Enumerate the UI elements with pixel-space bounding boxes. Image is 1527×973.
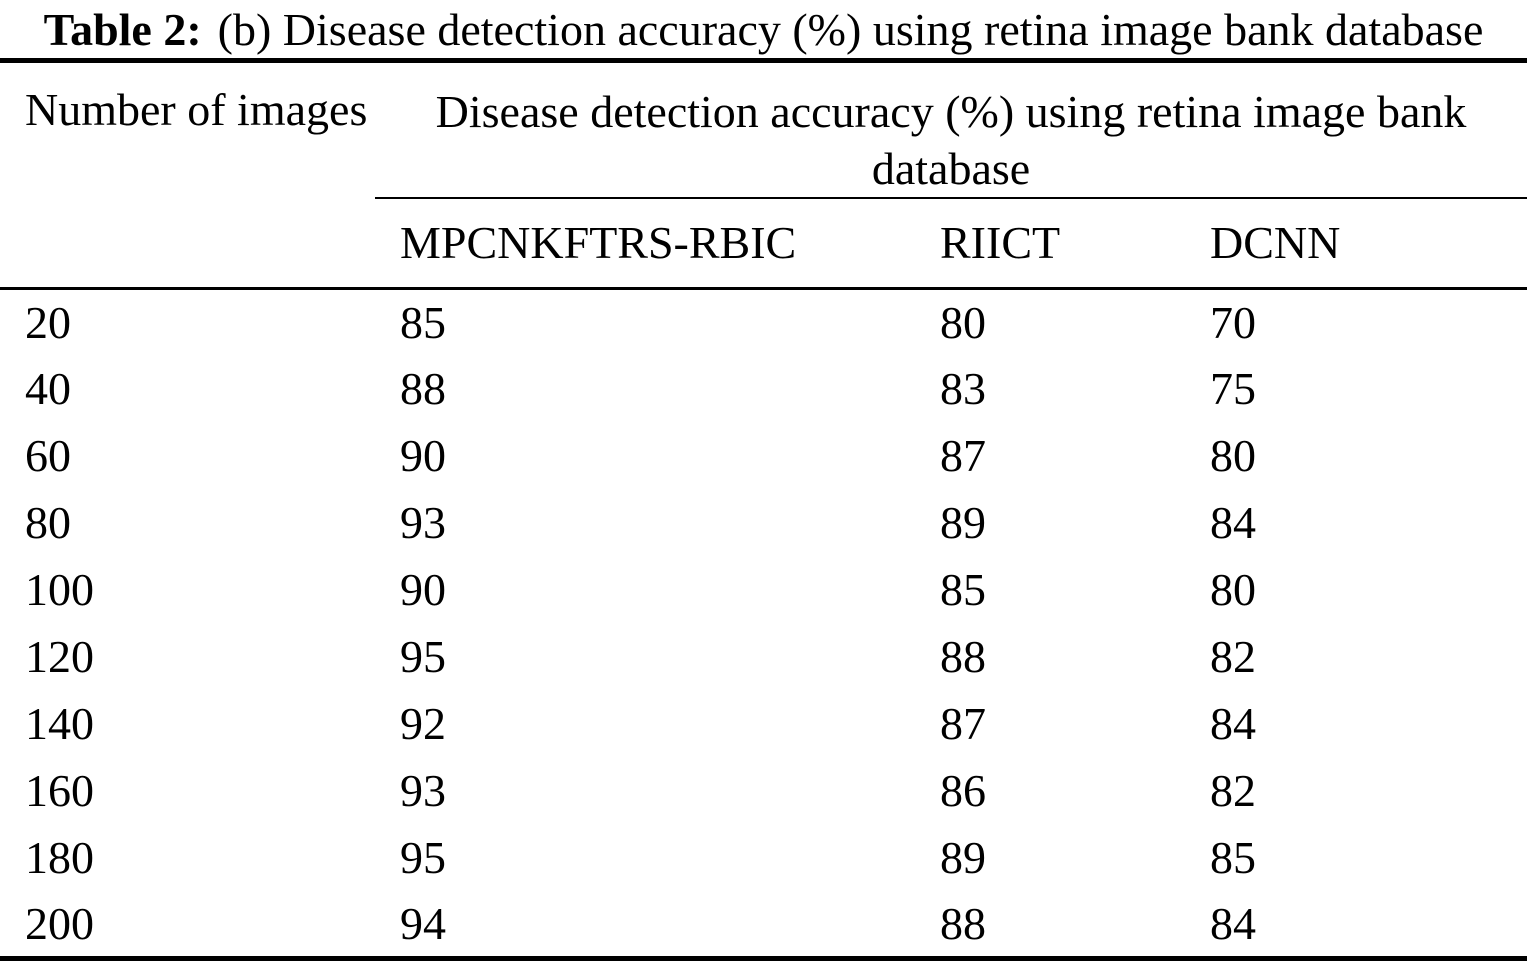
cell-number-of-images: 160 xyxy=(25,765,94,816)
table-caption: Table 2: (b) Disease detection accuracy (… xyxy=(0,0,1527,58)
table-row: 120 95 88 82 xyxy=(0,623,1527,690)
cell-riict: 88 xyxy=(940,631,986,682)
column-header-riict: RIICT xyxy=(915,198,1185,290)
cell-riict: 89 xyxy=(940,832,986,883)
sub-header-row: MPCNKFTRS-RBIC RIICT DCNN xyxy=(0,198,1527,290)
cell-riict: 86 xyxy=(940,765,986,816)
group-header-row: Number of images Disease detection accur… xyxy=(0,60,1527,290)
cell-number-of-images: 200 xyxy=(25,897,94,949)
cell-number-of-images: 180 xyxy=(25,832,94,883)
cell-mpcnkftrs-rbic: 93 xyxy=(400,765,446,816)
cell-dcnn: 85 xyxy=(1210,832,1256,883)
cell-dcnn: 82 xyxy=(1210,631,1256,682)
cell-dcnn: 80 xyxy=(1210,564,1256,615)
table-row: 60 90 87 80 xyxy=(0,422,1527,489)
cell-number-of-images: 40 xyxy=(25,363,71,414)
cell-mpcnkftrs-rbic: 95 xyxy=(400,832,446,883)
cell-riict: 89 xyxy=(940,497,986,548)
table-row: 200 94 88 84 xyxy=(0,891,1527,958)
table-row: 160 93 86 82 xyxy=(0,757,1527,824)
cell-dcnn: 82 xyxy=(1210,765,1256,816)
table-row: 140 92 87 84 xyxy=(0,690,1527,757)
table-body: 20 85 80 70 40 88 83 75 60 90 87 80 80 9… xyxy=(0,288,1527,958)
table-row: 20 85 80 70 xyxy=(0,288,1527,355)
cell-mpcnkftrs-rbic: 93 xyxy=(400,497,446,548)
cell-mpcnkftrs-rbic: 88 xyxy=(400,363,446,414)
column-group-header-line1: Disease detection accuracy (%) using ret… xyxy=(435,86,1467,137)
cell-number-of-images: 140 xyxy=(25,698,94,749)
column-header-number-of-images: Number of images xyxy=(0,60,375,290)
column-header-dcnn: DCNN xyxy=(1185,198,1527,290)
cell-mpcnkftrs-rbic: 85 xyxy=(400,296,446,348)
cell-riict: 85 xyxy=(940,564,986,615)
column-header-mpcnkftrs-rbic: MPCNKFTRS-RBIC xyxy=(375,198,915,290)
column-group-header: Disease detection accuracy (%) using ret… xyxy=(375,60,1527,199)
table-row: 100 90 85 80 xyxy=(0,556,1527,623)
cell-mpcnkftrs-rbic: 90 xyxy=(400,430,446,481)
cell-number-of-images: 80 xyxy=(25,497,71,548)
cell-dcnn: 84 xyxy=(1210,698,1256,749)
disease-detection-accuracy-table: Number of images Disease detection accur… xyxy=(0,58,1527,961)
cell-mpcnkftrs-rbic: 94 xyxy=(400,897,446,949)
cell-number-of-images: 100 xyxy=(25,564,94,615)
cell-riict: 87 xyxy=(940,430,986,481)
table-header: Number of images Disease detection accur… xyxy=(0,60,1527,290)
cell-mpcnkftrs-rbic: 90 xyxy=(400,564,446,615)
table-caption-text: (b) Disease detection accuracy (%) using… xyxy=(217,4,1484,55)
cell-dcnn: 84 xyxy=(1210,497,1256,548)
cell-riict: 80 xyxy=(940,296,986,348)
cell-dcnn: 80 xyxy=(1210,430,1256,481)
table-caption-label: Table 2: xyxy=(43,4,202,55)
cell-dcnn: 84 xyxy=(1210,897,1256,949)
column-group-header-line2: database xyxy=(871,143,1031,194)
cell-mpcnkftrs-rbic: 95 xyxy=(400,631,446,682)
table-row: 80 93 89 84 xyxy=(0,489,1527,556)
cell-dcnn: 70 xyxy=(1210,296,1256,348)
cell-riict: 88 xyxy=(940,897,986,949)
cell-mpcnkftrs-rbic: 92 xyxy=(400,698,446,749)
cell-number-of-images: 120 xyxy=(25,631,94,682)
cell-number-of-images: 20 xyxy=(25,296,71,348)
cell-riict: 83 xyxy=(940,363,986,414)
table-row: 40 88 83 75 xyxy=(0,355,1527,422)
table-row: 180 95 89 85 xyxy=(0,824,1527,891)
cell-number-of-images: 60 xyxy=(25,430,71,481)
cell-dcnn: 75 xyxy=(1210,363,1256,414)
cell-riict: 87 xyxy=(940,698,986,749)
